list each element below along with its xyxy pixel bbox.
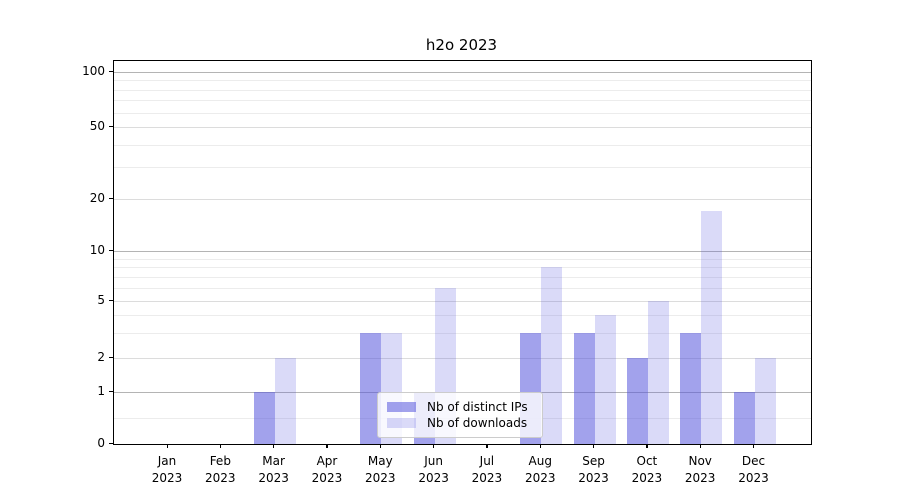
x-tick-mark-jul <box>486 444 488 448</box>
chart-title: h2o 2023 <box>425 36 498 54</box>
gridline-y-10 <box>114 251 811 252</box>
gridline-y-100 <box>114 72 811 73</box>
x-axis-tick-label-dec: Dec 2023 <box>738 454 769 485</box>
gridline-y-30 <box>114 167 811 169</box>
legend-swatch-distinct-ips <box>387 402 416 412</box>
y-axis-tick-label-50: 50 <box>89 119 105 133</box>
x-tick-mark-sep <box>593 444 595 448</box>
gridline-y-90 <box>114 80 811 82</box>
bar-distinct-ips-dec <box>733 392 755 444</box>
gridline-y-60 <box>114 112 811 114</box>
y-tick-mark-2 <box>109 356 113 358</box>
bar-distinct-ips-sep <box>573 332 595 444</box>
y-tick-mark-100 <box>109 70 113 72</box>
x-axis-tick-label-sep: Sep 2023 <box>578 454 609 485</box>
bar-downloads-mar <box>274 358 296 444</box>
gridline-y-2 <box>114 358 811 359</box>
y-tick-mark-5 <box>109 299 113 301</box>
gridline-y-5 <box>114 301 811 302</box>
y-axis-tick-label-2: 2 <box>97 350 105 364</box>
x-axis-tick-label-aug: Aug 2023 <box>524 454 556 485</box>
x-tick-mark-oct <box>646 444 648 448</box>
x-tick-mark-apr <box>326 444 328 448</box>
gridline-y-20 <box>114 199 811 200</box>
bar-downloads-oct <box>647 301 669 444</box>
y-axis-tick-label-1: 1 <box>97 384 105 398</box>
x-tick-mark-may <box>379 444 381 448</box>
x-axis-tick-label-jul: Jul 2023 <box>471 454 503 485</box>
y-tick-mark-20 <box>109 197 113 199</box>
gridline-y-9 <box>114 258 811 260</box>
x-axis-tick-label-feb: Feb 2023 <box>205 454 236 485</box>
legend-item-downloads: Nb of downloads <box>387 415 533 431</box>
x-tick-mark-dec <box>753 444 755 448</box>
x-tick-mark-aug <box>539 444 541 448</box>
gridline-y-80 <box>114 89 811 91</box>
legend-label-downloads: Nb of downloads <box>427 416 528 430</box>
bar-downloads-dec <box>754 358 776 444</box>
plot-area <box>113 60 812 445</box>
x-axis-tick-label-mar: Mar 2023 <box>258 454 289 485</box>
x-axis-tick-label-may: May 2023 <box>364 454 396 485</box>
x-tick-mark-jun <box>433 444 435 448</box>
bar-distinct-ips-may <box>360 332 382 444</box>
gridline-y-40 <box>114 144 811 146</box>
y-tick-mark-10 <box>109 249 113 251</box>
legend-label-distinct-ips: Nb of distinct IPs <box>427 400 528 414</box>
x-tick-mark-feb <box>219 444 221 448</box>
y-axis-tick-label-10: 10 <box>89 243 105 257</box>
gridline-y-3 <box>114 332 811 334</box>
x-axis-tick-label-jan: Jan 2023 <box>151 454 183 485</box>
gridline-y-7 <box>114 276 811 278</box>
y-tick-mark-0 <box>109 442 113 444</box>
x-tick-mark-jan <box>166 444 168 448</box>
x-tick-mark-mar <box>273 444 275 448</box>
x-tick-mark-nov <box>699 444 701 448</box>
x-axis-tick-label-apr: Apr 2023 <box>311 454 343 485</box>
x-axis-tick-label-nov: Nov 2023 <box>684 454 716 485</box>
y-axis-tick-label-100: 100 <box>82 64 105 78</box>
y-axis-tick-label-20: 20 <box>89 191 105 205</box>
x-axis-tick-label-jun: Jun 2023 <box>418 454 449 485</box>
y-tick-mark-1 <box>109 390 113 392</box>
x-axis-tick-label-oct: Oct 2023 <box>631 454 663 485</box>
legend-item-distinct-ips: Nb of distinct IPs <box>387 399 533 415</box>
gridline-y-70 <box>114 100 811 102</box>
gridline-y-8 <box>114 267 811 269</box>
bar-downloads-sep <box>594 314 616 444</box>
legend: Nb of distinct IPs Nb of downloads <box>377 392 543 438</box>
bar-downloads-nov <box>701 211 723 444</box>
bar-distinct-ips-mar <box>253 392 275 444</box>
gridline-y-4 <box>114 314 811 316</box>
legend-swatch-downloads <box>387 418 416 428</box>
gridline-y-6 <box>114 287 811 289</box>
y-axis-tick-label-5: 5 <box>97 293 105 307</box>
y-axis-tick-label-0: 0 <box>97 436 105 450</box>
bar-downloads-aug <box>541 267 563 444</box>
gridline-y-50 <box>114 127 811 128</box>
bar-distinct-ips-oct <box>626 358 648 444</box>
bar-distinct-ips-nov <box>680 332 702 444</box>
y-tick-mark-50 <box>109 125 113 127</box>
